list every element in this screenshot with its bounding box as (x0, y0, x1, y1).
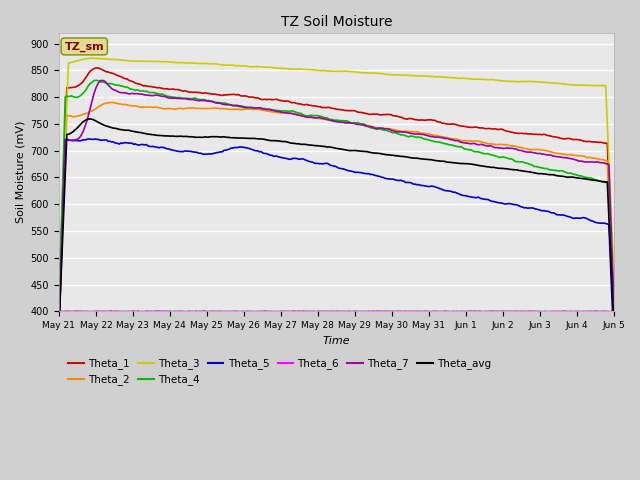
Theta_avg (55, 327, 63, 333)
Theta_7 (610, 297, 618, 303)
Theta_7 (312, 115, 320, 121)
Theta_5 (85, 136, 93, 142)
Theta_5 (352, 169, 360, 175)
Line: Theta_5: Theta_5 (59, 139, 614, 338)
Theta_6 (312, 309, 320, 314)
Theta_1 (93, 65, 101, 71)
Theta_avg (204, 134, 212, 140)
Theta_7 (98, 78, 106, 84)
Theta_6 (352, 308, 360, 314)
Theta_3 (604, 120, 611, 125)
Theta_1 (55, 304, 63, 310)
Theta_4 (92, 77, 99, 83)
Theta_1 (204, 91, 212, 96)
Theta_3 (204, 60, 212, 66)
Line: Theta_2: Theta_2 (59, 102, 614, 319)
Theta_4 (204, 98, 212, 104)
Title: TZ Soil Moisture: TZ Soil Moisture (280, 15, 392, 29)
Theta_6 (204, 309, 212, 314)
Theta_5 (55, 330, 63, 336)
Theta_1 (352, 108, 360, 114)
Theta_4 (588, 175, 595, 181)
X-axis label: Time: Time (323, 336, 350, 346)
Theta_avg (352, 148, 360, 154)
Theta_3 (588, 83, 595, 88)
Line: Theta_3: Theta_3 (59, 58, 614, 295)
Theta_6 (384, 308, 392, 314)
Theta_avg (610, 316, 618, 322)
Theta_3 (55, 292, 63, 298)
Theta_7 (384, 126, 392, 132)
Theta_5 (312, 160, 320, 166)
Line: Theta_1: Theta_1 (59, 68, 614, 307)
Theta_7 (55, 330, 63, 336)
Theta_2 (352, 120, 360, 126)
Theta_7 (204, 98, 212, 104)
Theta_2 (55, 316, 63, 322)
Theta_3 (352, 69, 360, 75)
Theta_2 (108, 99, 115, 105)
Theta_5 (604, 221, 611, 227)
Theta_2 (312, 115, 320, 121)
Theta_2 (384, 126, 392, 132)
Theta_6 (55, 309, 63, 314)
Theta_7 (588, 159, 595, 165)
Theta_6 (108, 308, 115, 313)
Y-axis label: Soil Moisture (mV): Soil Moisture (mV) (15, 121, 25, 223)
Theta_4 (352, 120, 360, 126)
Theta_avg (384, 152, 392, 157)
Theta_4 (610, 309, 618, 314)
Theta_avg (588, 177, 595, 183)
Theta_5 (384, 176, 392, 182)
Theta_7 (352, 121, 360, 127)
Text: TZ_sm: TZ_sm (65, 41, 104, 51)
Legend: Theta_1, Theta_2, Theta_3, Theta_4, Theta_5, Theta_6, Theta_7, Theta_avg: Theta_1, Theta_2, Theta_3, Theta_4, Thet… (64, 354, 495, 390)
Theta_3 (384, 72, 392, 77)
Theta_5 (588, 218, 595, 224)
Theta_2 (610, 304, 618, 310)
Theta_6 (605, 309, 612, 314)
Theta_2 (204, 106, 212, 111)
Theta_3 (312, 67, 320, 73)
Theta_1 (610, 293, 618, 299)
Theta_avg (312, 143, 320, 148)
Theta_6 (610, 309, 618, 314)
Theta_5 (610, 335, 618, 341)
Theta_6 (589, 309, 597, 314)
Theta_7 (604, 161, 611, 167)
Theta_1 (588, 139, 595, 144)
Theta_2 (604, 157, 611, 163)
Line: Theta_6: Theta_6 (59, 311, 614, 312)
Theta_2 (588, 155, 595, 161)
Line: Theta_avg: Theta_avg (59, 119, 614, 330)
Theta_5 (204, 151, 212, 157)
Theta_1 (312, 103, 320, 109)
Theta_4 (55, 309, 63, 315)
Theta_4 (384, 128, 392, 134)
Theta_1 (384, 111, 392, 117)
Theta_1 (604, 140, 611, 146)
Theta_3 (88, 55, 96, 61)
Line: Theta_4: Theta_4 (59, 80, 614, 312)
Line: Theta_7: Theta_7 (59, 81, 614, 333)
Theta_4 (604, 180, 611, 185)
Theta_avg (604, 179, 611, 185)
Theta_avg (85, 116, 93, 121)
Theta_4 (312, 113, 320, 119)
Theta_3 (610, 266, 618, 272)
Theta_6 (447, 309, 455, 314)
